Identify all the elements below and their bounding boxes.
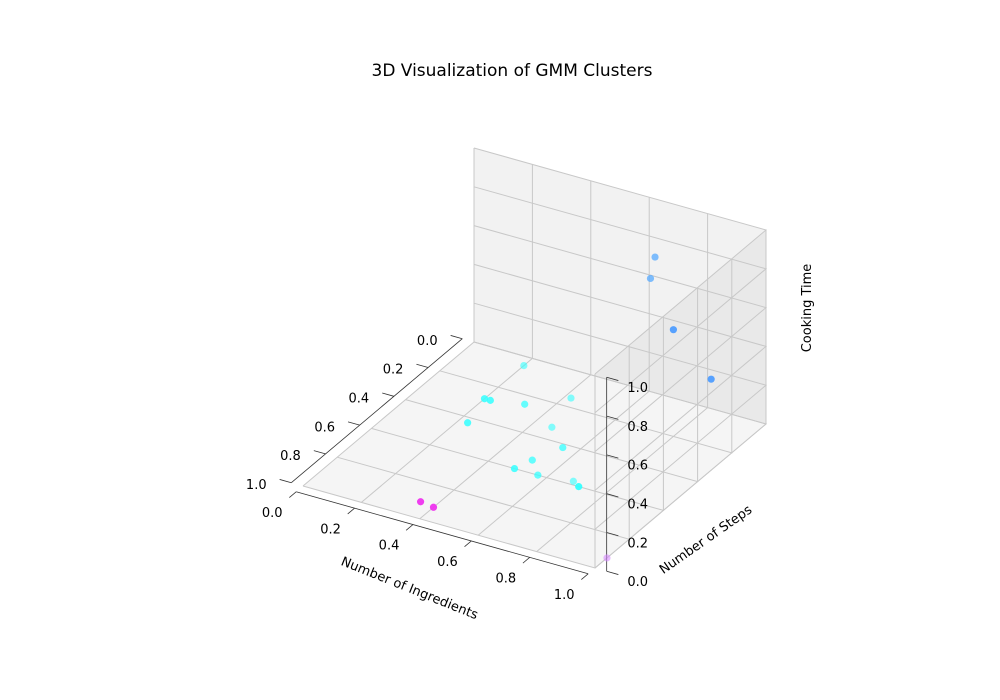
y-tick-label: 0.8 <box>495 572 516 587</box>
grid-line-y <box>477 197 650 536</box>
data-point <box>569 477 577 485</box>
grid-lines <box>302 147 768 569</box>
y-tick-label: 0.0 <box>262 506 283 521</box>
z-tick-label: 1.0 <box>627 381 648 396</box>
y-tick-mark <box>522 557 531 564</box>
chart-title: 3D Visualization of GMM Clusters <box>372 61 653 81</box>
x-tick-label: 0.2 <box>383 363 404 378</box>
z-tick-label: 0.0 <box>627 575 648 590</box>
grid-line-y <box>419 180 592 520</box>
y-tick-mark <box>289 491 297 498</box>
x-tick-mark <box>382 392 395 397</box>
data-points <box>416 253 715 562</box>
data-point <box>575 483 583 491</box>
y-tick-mark <box>347 507 355 515</box>
z-tick-mark <box>606 570 619 575</box>
pane-floor <box>303 342 766 568</box>
y-tick-mark <box>405 524 414 531</box>
data-point <box>548 423 556 431</box>
x-tick-label: 0.4 <box>349 391 370 406</box>
grid-line-y <box>536 213 709 552</box>
x-tick-mark <box>313 450 326 455</box>
z-axis-label: Cooking Time <box>800 264 815 353</box>
y-axis-label: Number of Steps <box>657 502 755 577</box>
z-tick-label: 0.4 <box>627 498 648 513</box>
data-point <box>528 456 536 464</box>
y-axis-line <box>296 491 589 575</box>
y-tick-mark <box>464 540 472 548</box>
data-point <box>603 554 611 562</box>
x-tick-label: 0.6 <box>314 420 335 435</box>
data-point <box>416 498 425 506</box>
z-tick-label: 0.8 <box>627 420 648 435</box>
x-tick-label: 0.0 <box>417 334 438 349</box>
x-axis-label: Number of Ingredients <box>339 554 481 623</box>
grid-line-y <box>594 230 767 569</box>
data-point <box>510 464 519 473</box>
data-point <box>429 503 438 511</box>
data-point <box>486 396 494 404</box>
z-tick-label: 0.6 <box>627 459 648 474</box>
data-point <box>534 471 542 479</box>
x-tick-mark <box>347 421 360 426</box>
y-tick-label: 0.2 <box>320 522 341 537</box>
data-point <box>559 443 567 452</box>
y-tick-mark <box>581 573 589 580</box>
data-point <box>651 253 659 261</box>
y-tick-label: 1.0 <box>554 588 575 603</box>
x-tick-mark <box>416 363 429 368</box>
data-point <box>646 274 655 283</box>
z-tick-mark <box>606 415 619 420</box>
data-point <box>669 326 678 334</box>
x-tick-label: 0.8 <box>280 449 301 464</box>
grid-line-y <box>361 164 533 503</box>
tick-labels: 0.0 0.0 0.0 0.2 0.2 0.2 0.4 0.4 0.4 0.6 0.6 0.6 0.8 0… <box>246 334 648 603</box>
y-tick-label: 0.4 <box>379 539 400 554</box>
data-point <box>464 419 472 427</box>
z-tick-mark <box>606 493 619 498</box>
axis-panes <box>303 148 766 568</box>
z-tick-mark <box>606 376 619 381</box>
z-tick-mark <box>606 532 619 537</box>
data-point <box>520 362 528 370</box>
z-tick-mark <box>606 454 619 459</box>
data-point <box>707 375 715 383</box>
data-point <box>480 395 489 403</box>
data-point <box>521 400 529 408</box>
z-tick-label: 0.2 <box>627 536 648 551</box>
x-tick-label: 1.0 <box>246 478 267 493</box>
x-tick-mark <box>279 479 292 484</box>
y-tick-label: 0.6 <box>437 555 458 570</box>
data-point <box>567 394 575 402</box>
x-tick-mark <box>450 335 463 340</box>
axis-lines <box>291 338 608 575</box>
grid-line-z <box>473 147 768 375</box>
x-axis-line <box>291 338 463 484</box>
